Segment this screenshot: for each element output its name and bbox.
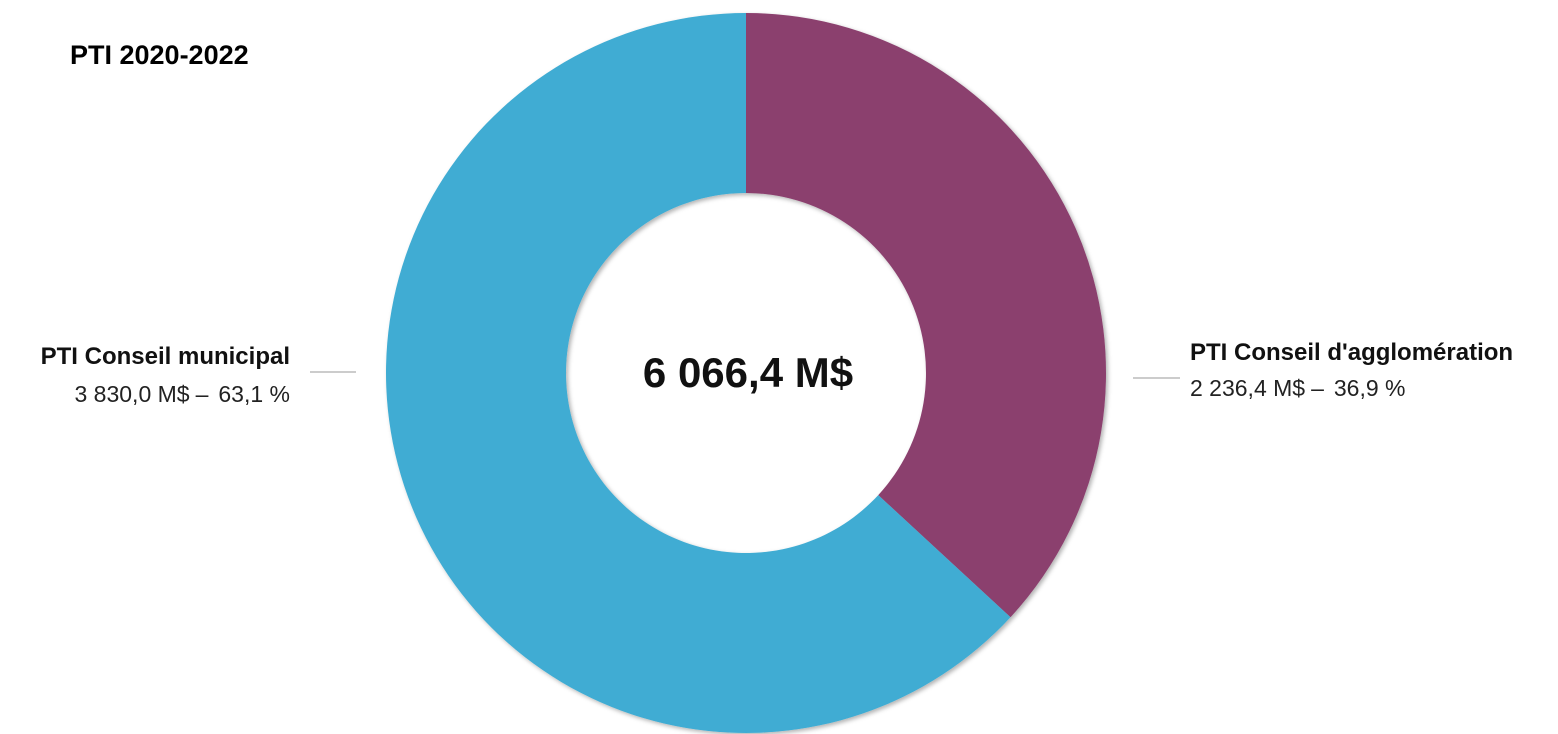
slice-category: PTI Conseil d'agglomération <box>1190 339 1513 366</box>
separator: – <box>196 381 209 407</box>
slice-value: 3 830,0 M$ –63,1 % <box>75 381 291 407</box>
donut-slice <box>386 13 1011 733</box>
center-label: 6 066,4 M$ <box>643 349 853 396</box>
slice-category: PTI Conseil municipal <box>41 343 290 370</box>
chart-title: PTI 2020-2022 <box>70 40 249 70</box>
donut <box>386 13 1106 733</box>
donut-slice <box>746 13 1106 618</box>
slice-value: 2 236,4 M$ –36,9 % <box>1190 375 1406 401</box>
percent-label: 36,9 % <box>1334 375 1406 401</box>
percent-label: 63,1 % <box>218 381 290 407</box>
separator: – <box>1311 375 1324 401</box>
value-label: 2 236,4 M$ <box>1190 375 1305 401</box>
value-label: 3 830,0 M$ <box>75 381 190 407</box>
